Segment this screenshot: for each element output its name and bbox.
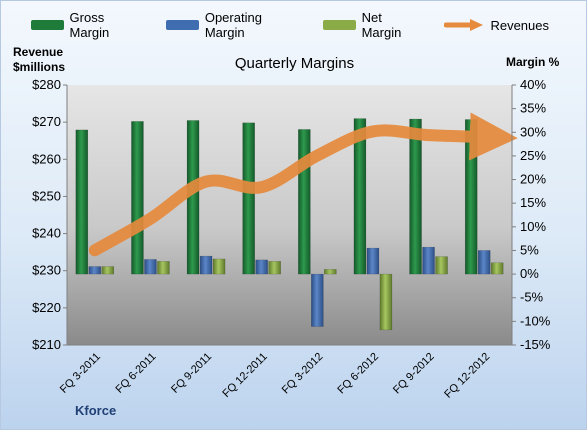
y-right-tick-label: 5% bbox=[520, 242, 539, 257]
y-right-tick-label: 35% bbox=[520, 101, 546, 116]
y-right-tick-label: 10% bbox=[520, 219, 546, 234]
net-margin-bar bbox=[101, 266, 115, 275]
x-tick-label: FQ 6-2012 bbox=[335, 351, 381, 397]
y-left-tick-label: $230 bbox=[32, 263, 61, 278]
legend-swatch bbox=[166, 20, 199, 30]
net-margin-bar bbox=[212, 258, 226, 275]
y-left-tick-label: $280 bbox=[32, 77, 61, 92]
net-margin-bar bbox=[435, 256, 448, 275]
legend-swatch bbox=[323, 20, 356, 30]
revenue-line-layer bbox=[88, 112, 518, 257]
legend: Gross Margin Operating Margin Net Margin Re… bbox=[31, 10, 571, 40]
legend-item: Revenues bbox=[444, 18, 549, 33]
company-label: Kforce bbox=[75, 403, 117, 418]
legend-item: Gross Margin bbox=[31, 10, 144, 40]
legend-label: Net Margin bbox=[361, 10, 402, 40]
x-tick-label: FQ 6-2011 bbox=[113, 351, 158, 396]
gross-margin-bar bbox=[409, 118, 422, 275]
legend-label: Revenues bbox=[490, 17, 549, 33]
legend-label: Operating Margin bbox=[204, 10, 262, 40]
legend-arrow-icon bbox=[444, 19, 484, 31]
chart-title: Quarterly Margins bbox=[234, 55, 355, 72]
x-tick-label: FQ 12-2012 bbox=[442, 351, 492, 401]
y-left-label-line2: $millions bbox=[13, 60, 66, 74]
y-right-tick-label: 20% bbox=[520, 172, 546, 187]
y-left-axis-label: Revenue $millions bbox=[13, 45, 65, 75]
y-right-tick-label: 25% bbox=[520, 148, 546, 163]
gross-margin-bar bbox=[298, 129, 311, 275]
operating-margin-bar bbox=[88, 266, 102, 275]
x-tick-label: FQ 9-2011 bbox=[169, 351, 214, 396]
x-tick-label: FQ 9-2012 bbox=[391, 351, 437, 397]
bars-layer bbox=[75, 118, 504, 331]
y-left-tick-label: $260 bbox=[32, 151, 61, 166]
legend-label: Gross Margin bbox=[69, 10, 110, 40]
legend-swatch bbox=[31, 20, 64, 30]
y-left-tick-label: $210 bbox=[32, 337, 61, 352]
y-right-tick-label: 15% bbox=[520, 195, 546, 210]
net-margin-bar bbox=[490, 262, 504, 275]
y-right-tick-label: 0% bbox=[520, 266, 539, 281]
legend-item: Operating Margin bbox=[166, 10, 301, 40]
gross-margin-bar bbox=[242, 122, 255, 275]
y-left-tick-label: $270 bbox=[32, 114, 61, 129]
y-right-tick-label: -5% bbox=[520, 290, 544, 305]
x-tick-label: FQ 12-2011 bbox=[220, 351, 269, 400]
operating-margin-bar bbox=[366, 247, 380, 275]
gross-margin-bar bbox=[131, 121, 144, 275]
net-margin-bar bbox=[268, 261, 281, 275]
y-left-label-line1: Revenue bbox=[13, 45, 64, 59]
operating-margin-bar bbox=[255, 259, 268, 275]
gross-margin-bar bbox=[353, 118, 367, 275]
net-margin-bar bbox=[379, 273, 393, 331]
operating-margin-bar bbox=[144, 259, 157, 275]
y-left-tick-label: $220 bbox=[32, 300, 61, 315]
operating-margin-bar bbox=[477, 250, 491, 275]
x-tick-label: FQ 3-2012 bbox=[280, 351, 326, 397]
y-left-tick-label: $240 bbox=[32, 226, 61, 241]
y-right-tick-label: 40% bbox=[520, 77, 546, 92]
operating-margin-bar bbox=[199, 255, 213, 275]
operating-margin-bar bbox=[422, 246, 435, 275]
legend-item: Net Margin bbox=[323, 10, 422, 40]
net-margin-bar bbox=[324, 269, 337, 275]
revenue-line bbox=[88, 112, 518, 257]
y-right-tick-label: -10% bbox=[520, 313, 551, 328]
net-margin-bar bbox=[157, 261, 170, 275]
operating-margin-bar bbox=[311, 273, 324, 327]
y-left-tick-label: $250 bbox=[32, 188, 61, 203]
gross-margin-bar bbox=[75, 129, 89, 275]
y-right-tick-label: 30% bbox=[520, 124, 546, 139]
y-right-tick-label: -15% bbox=[520, 337, 551, 352]
y-right-axis-label: Margin % bbox=[506, 55, 560, 69]
x-tick-label: FQ 3-2011 bbox=[58, 351, 103, 396]
